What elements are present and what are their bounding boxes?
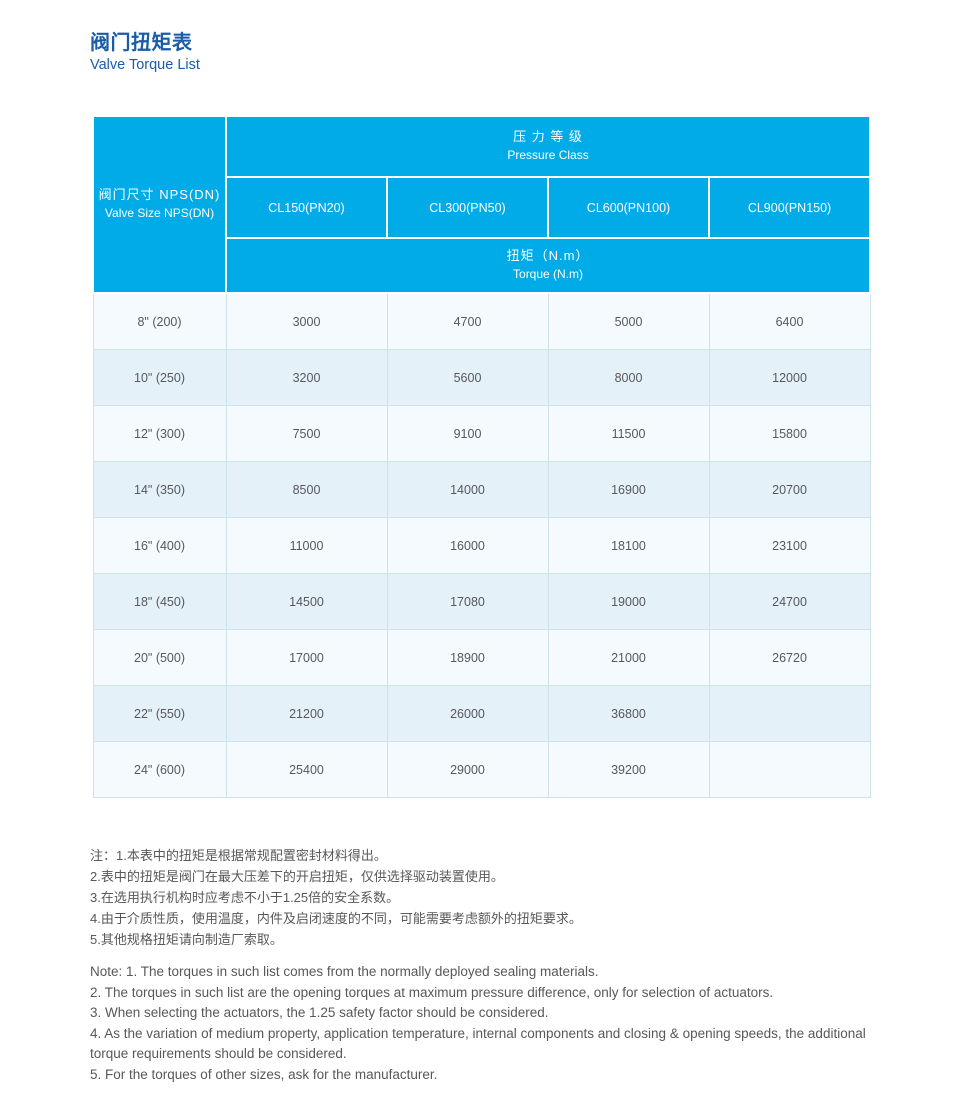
torque-value-cell: 12000 [708,349,871,406]
note-line: 3.在选用执行机构时应考虑不小于1.25倍的安全系数。 [90,890,400,905]
table-row: 12" (300) 7500 9100 11500 15800 [92,405,871,462]
torque-unit-header-zh: 扭矩（N.m） [506,248,590,264]
valve-size-header-zh: 阀门尺寸 NPS(DN) [98,187,221,203]
table-row: 22" (550) 21200 26000 36800 [92,685,871,742]
torque-value-cell: 16900 [547,461,710,518]
torque-value-cell: 14000 [386,461,549,518]
torque-value-cell: 8500 [225,461,388,518]
torque-value-cell: 9100 [386,405,549,462]
torque-value-cell: 36800 [547,685,710,742]
torque-value-cell: 39200 [547,741,710,798]
note-line: 3. When selecting the actuators, the 1.2… [90,1005,549,1020]
torque-table-wrap: 阀门尺寸 NPS(DN) Valve Size NPS(DN) 压 力 等 级 … [92,115,872,798]
valve-size-cell: 24" (600) [92,741,227,798]
note-line: 2. The torques in such list are the open… [90,984,774,1000]
column-header-cl900: CL900(PN150) [707,176,872,239]
notes-zh: 注：1.本表中的扭矩是根据常规配置密封材料得出。 2.表中的扭矩是阀门在最大压差下… [90,845,890,950]
torque-value-cell: 20700 [708,461,871,518]
pressure-class-header-en: Pressure Class [507,148,589,163]
torque-value-cell: 18900 [386,629,549,686]
pressure-class-header-zh: 压 力 等 级 [513,129,583,145]
note-line: Note: 1. The torques in such list comes … [90,964,599,979]
valve-size-cell: 8" (200) [92,292,227,350]
torque-value-cell: 24700 [708,573,871,630]
valve-size-cell: 20" (500) [92,629,227,686]
torque-table-body: 8" (200) 3000 4700 5000 6400 10" (250) 3200 560… [92,292,871,798]
torque-unit-header-en: Torque (N.m) [513,267,584,282]
valve-size-cell: 18" (450) [92,573,227,630]
note-line: 5.其他规格扭矩请向制造厂索取。 [90,932,283,947]
torque-value-cell: 26720 [708,629,871,686]
torque-value-cell: 4700 [386,292,549,350]
torque-value-cell: 5000 [547,292,710,350]
torque-value-cell: 3000 [225,292,388,350]
column-header-cl300: CL300(PN50) [386,176,549,239]
note-line: 注：1.本表中的扭矩是根据常规配置密封材料得出。 [90,848,387,863]
valve-size-header-en: Valve Size NPS(DN) [104,206,215,221]
torque-value-cell: 11000 [225,517,388,574]
torque-value-cell: 3200 [225,349,388,406]
torque-value-cell: 11500 [547,405,710,462]
torque-value-cell: 18100 [547,517,710,574]
pressure-class-header-cell: 压 力 等 级 Pressure Class [224,115,872,178]
valve-size-cell: 16" (400) [92,517,227,574]
torque-value-cell: 5600 [386,349,549,406]
note-line: 2.表中的扭矩是阀门在最大压差下的开启扭矩，仅供选择驱动装置使用。 [90,869,504,884]
table-row: 16" (400) 11000 16000 18100 23100 [92,517,871,574]
torque-value-cell: 17000 [225,629,388,686]
valve-size-cell: 22" (550) [92,685,227,742]
torque-value-cell: 23100 [708,517,871,574]
torque-value-cell: 15800 [708,405,871,462]
page-title-zh: 阀门扭矩表 [90,32,193,54]
valve-size-cell: 14" (350) [92,461,227,518]
torque-value-cell: 8000 [547,349,710,406]
torque-value-cell: 25400 [225,741,388,798]
valve-size-cell: 10" (250) [92,349,227,406]
torque-value-cell: 21200 [225,685,388,742]
valve-size-header-cell: 阀门尺寸 NPS(DN) Valve Size NPS(DN) [92,115,227,294]
table-row: 18" (450) 14500 17080 19000 24700 [92,573,871,630]
notes-en: Note: 1. The torques in such list comes … [90,962,882,1085]
torque-value-cell [708,741,871,798]
table-row: 14" (350) 8500 14000 16900 20700 [92,461,871,518]
valve-size-cell: 12" (300) [92,405,227,462]
torque-table-head: 阀门尺寸 NPS(DN) Valve Size NPS(DN) 压 力 等 级 … [92,115,872,294]
torque-table: 阀门尺寸 NPS(DN) Valve Size NPS(DN) 压 力 等 级 … [92,115,872,798]
torque-value-cell: 7500 [225,405,388,462]
torque-value-cell: 14500 [225,573,388,630]
torque-value-cell: 29000 [386,741,549,798]
torque-value-cell: 19000 [547,573,710,630]
table-row: 8" (200) 3000 4700 5000 6400 [92,292,871,350]
note-line: 4.由于介质性质，使用温度，内件及启闭速度的不同，可能需要考虑额外的扭矩要求。 [90,911,582,926]
torque-unit-header-cell: 扭矩（N.m） Torque (N.m) [224,237,872,294]
torque-value-cell [708,685,871,742]
note-line: 5. For the torques of other sizes, ask f… [90,1066,438,1082]
torque-value-cell: 17080 [386,573,549,630]
page-header: 阀门扭矩表 Valve Torque List [90,26,200,73]
table-row: 10" (250) 3200 5600 8000 12000 [92,349,871,406]
torque-value-cell: 16000 [386,517,549,574]
torque-value-cell: 6400 [708,292,871,350]
torque-value-cell: 21000 [547,629,710,686]
torque-value-cell: 26000 [386,685,549,742]
page-title-en: Valve Torque List [90,57,200,73]
table-row: 24" (600) 25400 29000 39200 [92,741,871,798]
note-line: 4. As the variation of medium property, … [90,1025,866,1062]
column-header-cl150: CL150(PN20) [225,176,388,239]
column-header-cl600: CL600(PN100) [547,176,710,239]
table-row: 20" (500) 17000 18900 21000 26720 [92,629,871,686]
